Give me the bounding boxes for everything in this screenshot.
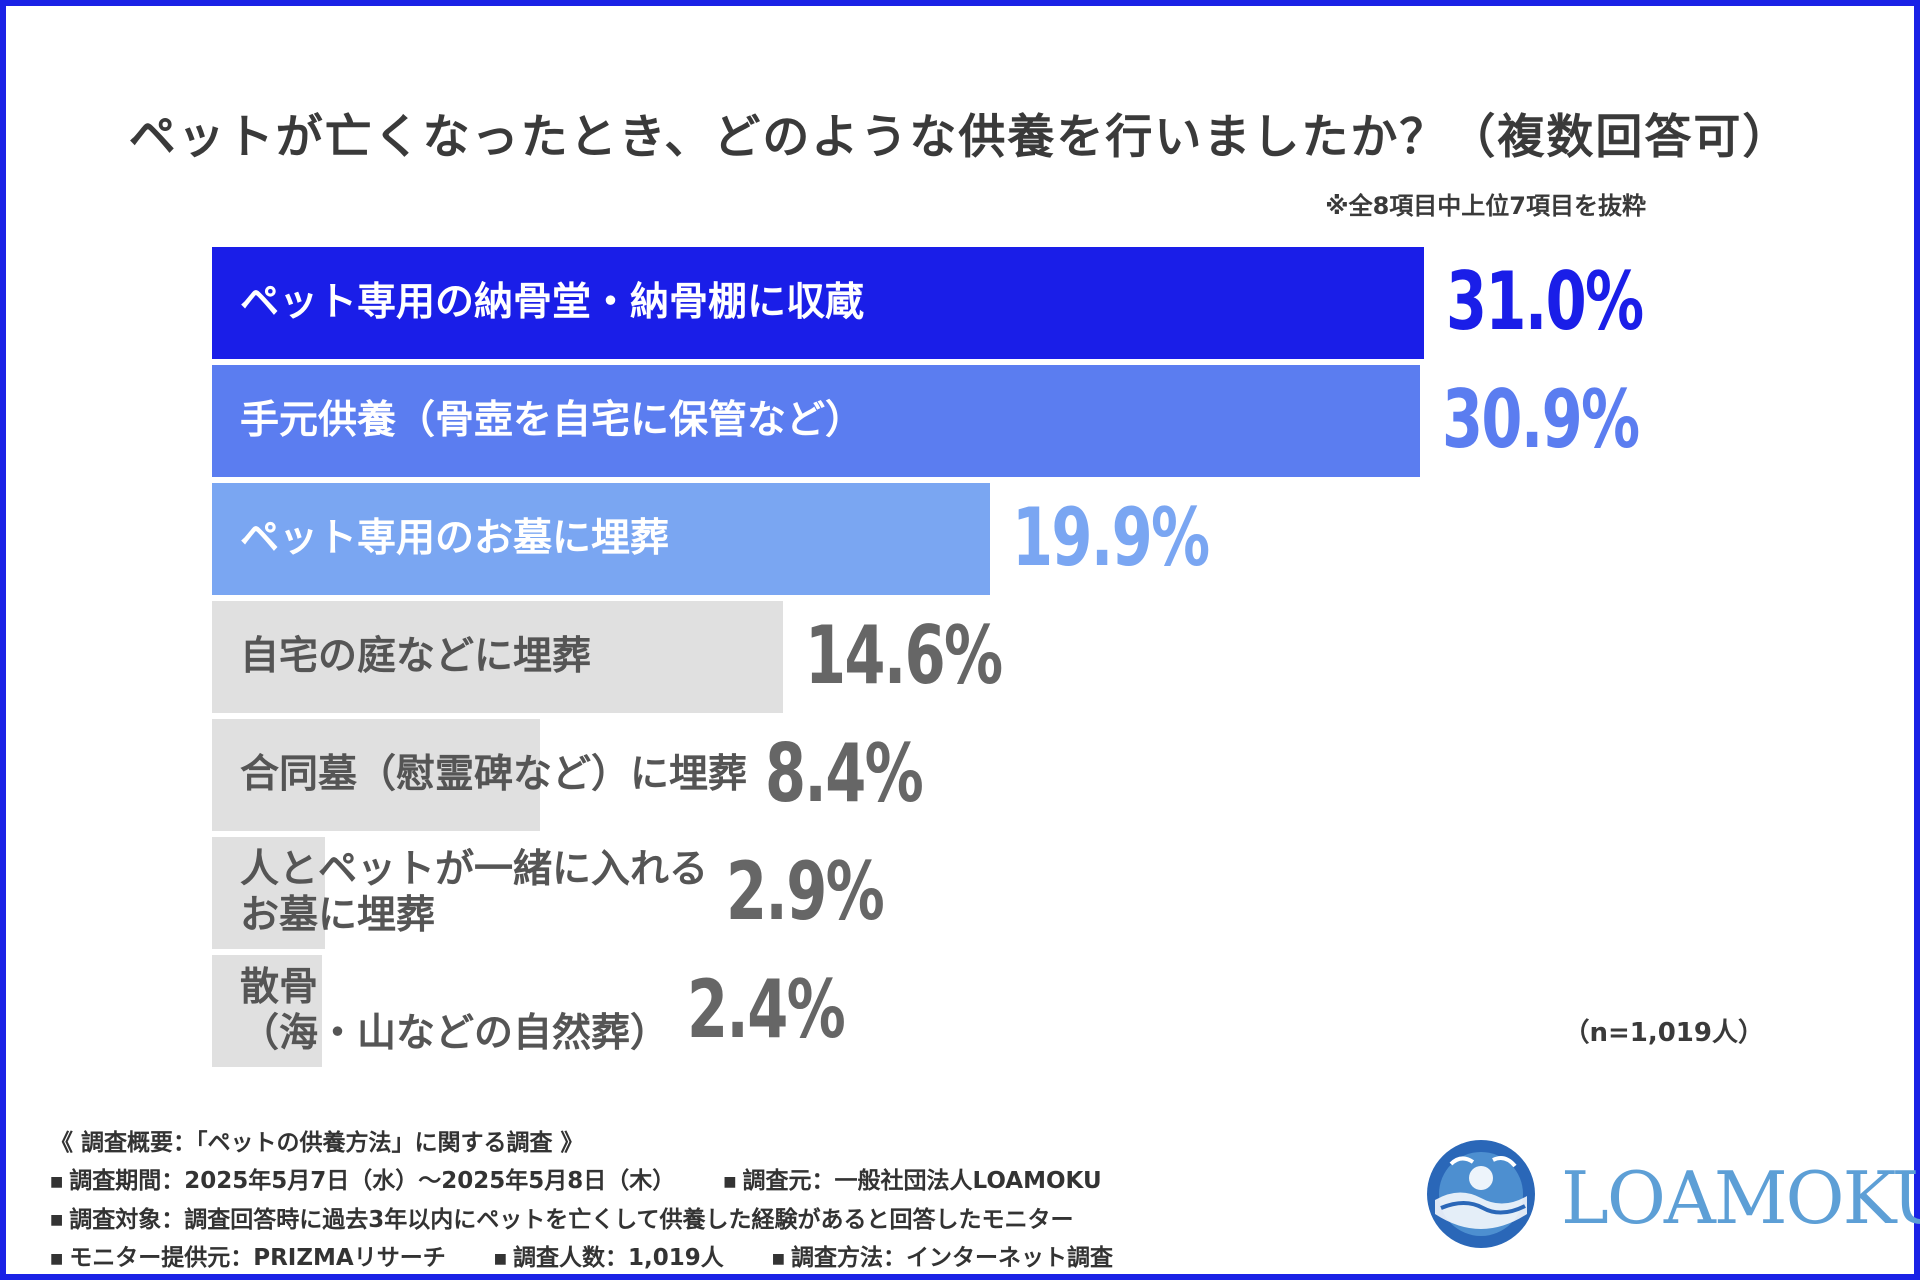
bar-value-label: 19.9% bbox=[1012, 490, 1210, 584]
bar-label: ペット専用の納骨堂・納骨棚に収蔵 bbox=[240, 280, 864, 326]
logo-text: LOAMOKU bbox=[1561, 1156, 1920, 1240]
bar-label: 人とペットが一緒に入れる お墓に埋葬 bbox=[240, 847, 708, 939]
bullet-icon: ■ bbox=[50, 1212, 64, 1228]
survey-period: 調査期間：2025年5月7日（水）～2025年5月8日（木） bbox=[69, 1168, 676, 1194]
bar bbox=[212, 955, 322, 1067]
bar-label-line: 散骨 bbox=[240, 965, 319, 1010]
survey-count: 調査人数：1,019人 bbox=[512, 1245, 724, 1271]
bar bbox=[212, 365, 1420, 477]
bar-label-line: （海・山などの自然葬） bbox=[240, 1011, 670, 1056]
bar-label: ペット専用のお墓に埋葬 bbox=[240, 516, 669, 562]
bar-label-line: 合同墓（慰霊碑など）に埋葬 bbox=[240, 752, 748, 797]
survey-method: 調査方法：インターネット調査 bbox=[790, 1245, 1113, 1271]
bar-value-label: 14.6% bbox=[805, 608, 1003, 702]
bar-label-line: ペット専用の納骨堂・納骨棚に収蔵 bbox=[240, 280, 865, 325]
bar-label: 自宅の庭などに埋葬 bbox=[240, 634, 591, 680]
bullet-icon: ■ bbox=[723, 1173, 737, 1190]
bar-value-label: 2.4% bbox=[687, 962, 846, 1056]
bar-label: 散骨 （海・山などの自然葬） bbox=[240, 965, 669, 1057]
bar-label-line: お墓に埋葬 bbox=[240, 893, 436, 938]
logo-emblem-icon bbox=[1427, 1140, 1535, 1248]
bar-label-line: ペット専用のお墓に埋葬 bbox=[240, 516, 670, 561]
bar-label-line: 人とペットが一緒に入れる bbox=[240, 847, 709, 892]
loamoku-logo: LOAMOKU bbox=[1421, 1134, 1920, 1254]
bullet-icon: ■ bbox=[50, 1250, 64, 1267]
survey-summary: 《 調査概要：「ペットの供養方法」に関する調査 》 ■ 調査期間：2025年5月7… bbox=[50, 1124, 1113, 1278]
bar-label: 手元供養（骨壺を自宅に保管など） bbox=[240, 398, 864, 444]
bar-value-label: 8.4% bbox=[765, 726, 924, 820]
chart-note: ※全8項目中上位7項目を抜粋 bbox=[1325, 192, 1646, 220]
bar bbox=[212, 719, 540, 831]
bar-label: 合同墓（慰霊碑など）に埋葬 bbox=[240, 752, 747, 798]
bar-value-label: 31.0% bbox=[1446, 254, 1644, 348]
bar bbox=[212, 837, 325, 949]
bar bbox=[212, 247, 1424, 359]
sample-size-label: （n=1,019人） bbox=[1563, 1018, 1764, 1048]
survey-target: 調査対象：調査回答時に過去3年以内にペットを亡くして供養した経験があると回答した… bbox=[69, 1206, 1074, 1233]
bullet-icon: ■ bbox=[493, 1250, 507, 1267]
bar bbox=[212, 601, 783, 713]
survey-source: 調査元：一般社団法人LOAMOKU bbox=[742, 1168, 1102, 1194]
bar-value-label: 30.9% bbox=[1442, 372, 1640, 466]
bar-value-label: 2.9% bbox=[726, 844, 885, 938]
survey-provider: モニター提供元：PRIZMAリサーチ bbox=[69, 1245, 446, 1271]
bullet-icon: ■ bbox=[771, 1250, 785, 1267]
bar bbox=[212, 483, 990, 595]
bullet-icon: ■ bbox=[50, 1173, 64, 1190]
chart-title: ペットが亡くなったとき、どのような供養を行いましたか？（複数回答可） bbox=[128, 110, 1792, 165]
survey-heading: 《 調査概要：「ペットの供養方法」に関する調査 》 bbox=[50, 1130, 584, 1156]
bar-label-line: 手元供養（骨壺を自宅に保管など） bbox=[240, 398, 865, 443]
bar-label-line: 自宅の庭などに埋葬 bbox=[240, 634, 592, 679]
